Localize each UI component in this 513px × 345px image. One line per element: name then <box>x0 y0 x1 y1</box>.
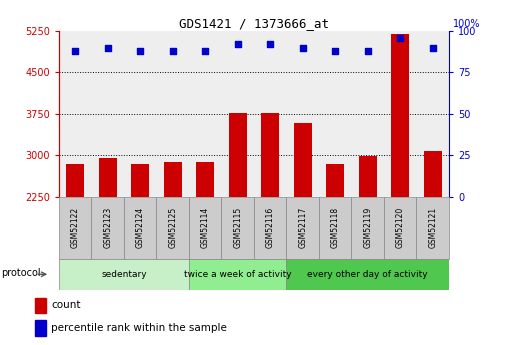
Text: GSM52117: GSM52117 <box>298 207 307 248</box>
Title: GDS1421 / 1373666_at: GDS1421 / 1373666_at <box>179 17 329 30</box>
Text: sedentary: sedentary <box>101 270 147 279</box>
Bar <box>417 197 449 259</box>
Bar <box>254 197 286 259</box>
Bar <box>131 164 149 197</box>
Bar <box>91 197 124 259</box>
Text: GSM52125: GSM52125 <box>168 207 177 248</box>
Point <box>299 45 307 50</box>
Bar <box>222 197 254 259</box>
Bar <box>164 162 182 197</box>
Point <box>266 41 274 47</box>
Text: GSM52121: GSM52121 <box>428 207 437 248</box>
Text: percentile rank within the sample: percentile rank within the sample <box>51 323 227 333</box>
Text: GSM52120: GSM52120 <box>396 207 405 248</box>
Bar <box>326 164 344 197</box>
Bar <box>294 123 311 197</box>
Bar <box>189 197 222 259</box>
Point <box>233 41 242 47</box>
Bar <box>229 113 247 197</box>
Text: protocol: protocol <box>1 268 41 278</box>
Bar <box>35 320 46 336</box>
Bar <box>35 298 46 313</box>
Text: count: count <box>51 300 81 310</box>
Text: GSM52119: GSM52119 <box>363 207 372 248</box>
Bar <box>99 158 116 197</box>
Text: GSM52118: GSM52118 <box>331 207 340 248</box>
Text: GSM52116: GSM52116 <box>266 207 274 248</box>
Point <box>136 48 144 54</box>
Point <box>428 45 437 50</box>
Bar <box>66 164 84 197</box>
Bar <box>59 259 189 290</box>
Point <box>331 48 339 54</box>
Text: twice a week of activity: twice a week of activity <box>184 270 291 279</box>
Bar <box>351 197 384 259</box>
Point <box>364 48 372 54</box>
Bar <box>319 197 351 259</box>
Bar <box>286 259 449 290</box>
Bar <box>384 197 417 259</box>
Bar <box>156 197 189 259</box>
Point <box>201 48 209 54</box>
Bar <box>196 162 214 197</box>
Point <box>396 35 404 40</box>
Text: GSM52123: GSM52123 <box>103 207 112 248</box>
Text: every other day of activity: every other day of activity <box>307 270 428 279</box>
Bar <box>124 197 156 259</box>
Text: GSM52122: GSM52122 <box>71 207 80 248</box>
Bar <box>424 151 442 197</box>
Text: GSM52124: GSM52124 <box>136 207 145 248</box>
Bar <box>261 113 279 197</box>
Bar <box>359 156 377 197</box>
Bar <box>189 259 286 290</box>
Bar <box>286 197 319 259</box>
Text: GSM52115: GSM52115 <box>233 207 242 248</box>
Bar <box>59 197 91 259</box>
Text: GSM52114: GSM52114 <box>201 207 210 248</box>
Point <box>71 48 80 54</box>
Point <box>169 48 177 54</box>
Point <box>104 45 112 50</box>
Text: 100%: 100% <box>453 19 480 29</box>
Bar <box>391 34 409 197</box>
